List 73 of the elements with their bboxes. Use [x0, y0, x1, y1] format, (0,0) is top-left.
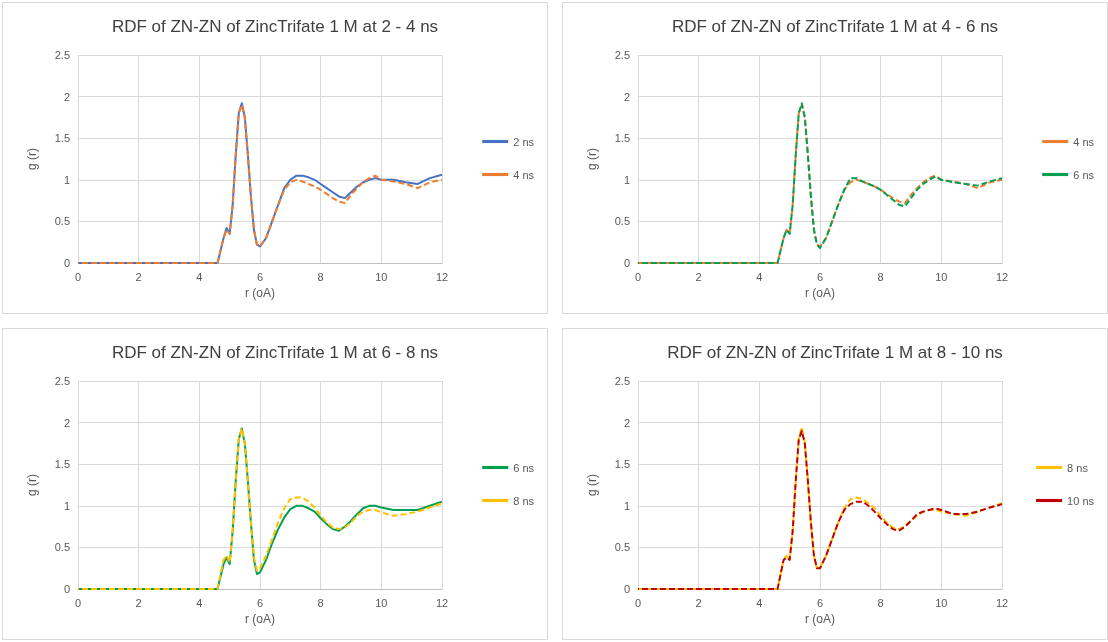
y-tick-label: 2.5	[54, 375, 70, 387]
x-tick-label: 6	[256, 596, 264, 609]
chart-title: RDF of ZN-ZN of ZincTrifate 1 M at 2 - 4 ns	[111, 17, 439, 36]
y-tick-label: 1.5	[54, 458, 70, 471]
legend-label: 4 ns	[1073, 135, 1095, 148]
y-tick-label: 0.5	[614, 541, 630, 554]
legend-label: 6 ns	[1073, 168, 1095, 181]
legend-label: 8 ns	[1067, 461, 1089, 474]
legend-label: 8 ns	[513, 494, 535, 507]
x-tick-label: 0	[634, 270, 642, 283]
y-tick-label: 2	[623, 416, 630, 429]
x-tick-label: 6	[816, 596, 824, 609]
y-tick-label: 0	[623, 583, 630, 595]
x-tick-label: 8	[317, 596, 324, 609]
y-tick-label: 0.5	[54, 215, 70, 228]
x-tick-label: 2	[695, 596, 702, 609]
y-tick-label: 1.5	[614, 132, 630, 145]
y-tick-label: 0	[63, 583, 70, 595]
x-tick-label: 6	[816, 270, 824, 283]
y-tick-label: 1	[63, 499, 70, 512]
x-tick-label: 8	[877, 270, 884, 283]
x-axis-title: r (oA)	[245, 612, 275, 626]
x-tick-label: 0	[74, 270, 82, 283]
chart-title: RDF of ZN-ZN of ZincTrifate 1 M at 8 - 10 ns	[667, 343, 1003, 362]
x-tick-label: 10	[375, 270, 388, 283]
legend-label: 10 ns	[1067, 494, 1095, 507]
x-tick-label: 10	[375, 596, 388, 609]
y-tick-label: 0	[63, 257, 70, 269]
x-tick-label: 4	[756, 270, 763, 283]
y-axis-title: g (r)	[25, 474, 39, 496]
x-tick-label: 2	[695, 270, 702, 283]
y-axis-title: g (r)	[585, 474, 599, 496]
x-axis-title: r (oA)	[805, 612, 835, 626]
y-tick-label: 0	[623, 257, 630, 269]
y-tick-label: 2	[63, 90, 70, 103]
y-axis-title: g (r)	[585, 148, 599, 170]
y-tick-label: 2.5	[614, 375, 630, 387]
y-tick-label: 2.5	[614, 49, 630, 61]
y-tick-label: 2	[623, 90, 630, 103]
y-tick-label: 2	[63, 416, 70, 429]
x-tick-label: 8	[317, 270, 324, 283]
chart-title: RDF of ZN-ZN of ZincTrifate 1 M at 6 - 8 ns	[111, 343, 439, 362]
x-tick-label: 12	[435, 596, 449, 609]
y-tick-label: 1	[63, 173, 70, 186]
x-tick-label: 4	[196, 270, 203, 283]
y-tick-label: 1	[623, 499, 630, 512]
x-tick-label: 10	[935, 596, 948, 609]
x-tick-label: 12	[995, 270, 1009, 283]
x-axis-title: r (oA)	[805, 286, 835, 300]
x-tick-label: 6	[256, 270, 264, 283]
y-tick-label: 2.5	[54, 49, 70, 61]
legend-label: 4 ns	[513, 168, 535, 181]
y-axis-title: g (r)	[25, 148, 39, 170]
x-tick-label: 12	[995, 596, 1009, 609]
line-series	[77, 427, 443, 590]
x-tick-label: 8	[877, 596, 884, 609]
y-tick-label: 1.5	[54, 132, 70, 145]
chart-title: RDF of ZN-ZN of ZincTrifate 1 M at 4 - 6 ns	[671, 17, 999, 36]
x-tick-label: 2	[135, 596, 142, 609]
x-tick-label: 10	[935, 270, 948, 283]
x-axis-title: r (oA)	[245, 286, 275, 300]
x-tick-label: 2	[135, 270, 142, 283]
y-tick-label: 1	[623, 173, 630, 186]
y-tick-label: 1.5	[614, 458, 630, 471]
x-tick-label: 12	[435, 270, 449, 283]
x-tick-label: 4	[196, 596, 203, 609]
x-tick-label: 0	[634, 596, 642, 609]
legend-label: 6 ns	[513, 461, 535, 474]
legend-label: 2 ns	[513, 135, 535, 148]
y-tick-label: 0.5	[54, 541, 70, 554]
y-tick-label: 0.5	[614, 215, 630, 228]
x-tick-label: 4	[756, 596, 763, 609]
x-tick-label: 0	[74, 596, 82, 609]
